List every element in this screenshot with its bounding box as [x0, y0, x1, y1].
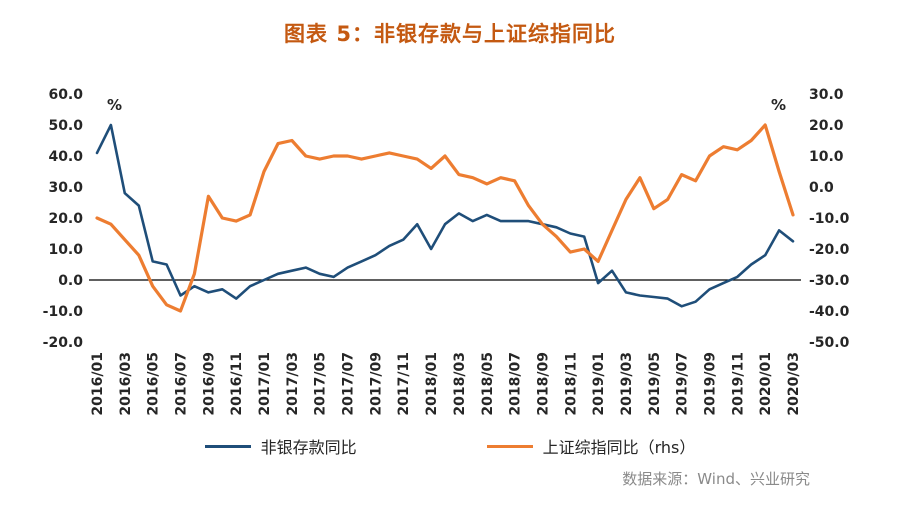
chart-canvas: 60.0 50.0 40.0 30.0 20.0 10.0 0.0 -10.0 -20.0 30.… — [43, 87, 850, 416]
svg-text:2019/07: 2019/07 — [675, 352, 691, 416]
svg-text:60.0: 60.0 — [48, 87, 83, 103]
svg-text:2016/09: 2016/09 — [201, 352, 217, 416]
svg-text:20.0: 20.0 — [809, 118, 844, 134]
svg-text:40.0: 40.0 — [48, 149, 83, 165]
svg-text:2020/01: 2020/01 — [758, 352, 774, 416]
svg-text:-20.0: -20.0 — [43, 335, 84, 351]
svg-text:2016/03: 2016/03 — [118, 352, 134, 416]
svg-text:2017/03: 2017/03 — [285, 352, 301, 416]
svg-text:10.0: 10.0 — [48, 242, 83, 258]
svg-text:10.0: 10.0 — [809, 149, 844, 165]
svg-text:-10.0: -10.0 — [809, 211, 850, 227]
svg-text:2019/05: 2019/05 — [647, 352, 663, 416]
legend-label-nonbank-deposits: 非银存款同比 — [260, 438, 357, 457]
data-source-note: 数据来源：Wind、兴业研究 — [622, 470, 810, 488]
svg-text:2018/07: 2018/07 — [508, 352, 524, 416]
chart-title: 图表 5：非银存款与上证综指同比 — [284, 22, 616, 46]
svg-text:%: % — [107, 96, 122, 114]
svg-text:%: % — [771, 96, 786, 114]
svg-text:2018/11: 2018/11 — [563, 352, 579, 416]
svg-text:2018/09: 2018/09 — [535, 352, 551, 416]
svg-text:30.0: 30.0 — [48, 180, 83, 196]
svg-text:-10.0: -10.0 — [43, 304, 84, 320]
svg-text:2019/09: 2019/09 — [703, 352, 719, 416]
svg-text:2020/03: 2020/03 — [786, 352, 802, 416]
legend-line-swatch-blue — [204, 444, 251, 448]
svg-text:2017/05: 2017/05 — [313, 352, 329, 416]
svg-text:2017/01: 2017/01 — [257, 352, 273, 416]
svg-text:-30.0: -30.0 — [809, 273, 850, 289]
svg-text:2018/03: 2018/03 — [452, 352, 468, 416]
svg-text:2019/03: 2019/03 — [619, 352, 635, 416]
svg-text:50.0: 50.0 — [48, 118, 83, 134]
svg-text:-20.0: -20.0 — [809, 242, 850, 258]
legend-line-swatch-orange — [486, 444, 533, 448]
svg-text:0.0: 0.0 — [809, 180, 834, 196]
svg-text:2016/01: 2016/01 — [90, 352, 106, 416]
svg-text:-50.0: -50.0 — [809, 335, 850, 351]
svg-text:0.0: 0.0 — [58, 273, 83, 289]
svg-text:2016/05: 2016/05 — [146, 352, 162, 416]
svg-text:2018/01: 2018/01 — [424, 352, 440, 416]
svg-text:2017/11: 2017/11 — [396, 352, 412, 416]
svg-text:20.0: 20.0 — [48, 211, 83, 227]
svg-text:2019/11: 2019/11 — [730, 352, 746, 416]
legend-label-shanghai-composite: 上证综指同比（rhs） — [542, 438, 696, 457]
svg-text:-40.0: -40.0 — [809, 304, 850, 320]
svg-text:30.0: 30.0 — [809, 87, 844, 103]
svg-text:2017/07: 2017/07 — [341, 352, 357, 416]
svg-text:2016/07: 2016/07 — [174, 352, 190, 416]
chart-legend: 非银存款同比 上证综指同比（rhs） — [0, 434, 900, 458]
svg-text:2017/09: 2017/09 — [368, 352, 384, 416]
svg-text:2016/11: 2016/11 — [229, 352, 245, 416]
legend-item-nonbank-deposits: 非银存款同比 — [204, 434, 357, 458]
legend-item-shanghai-composite: 上证综指同比（rhs） — [486, 434, 696, 458]
svg-text:2018/05: 2018/05 — [480, 352, 496, 416]
svg-text:2019/01: 2019/01 — [591, 352, 607, 416]
